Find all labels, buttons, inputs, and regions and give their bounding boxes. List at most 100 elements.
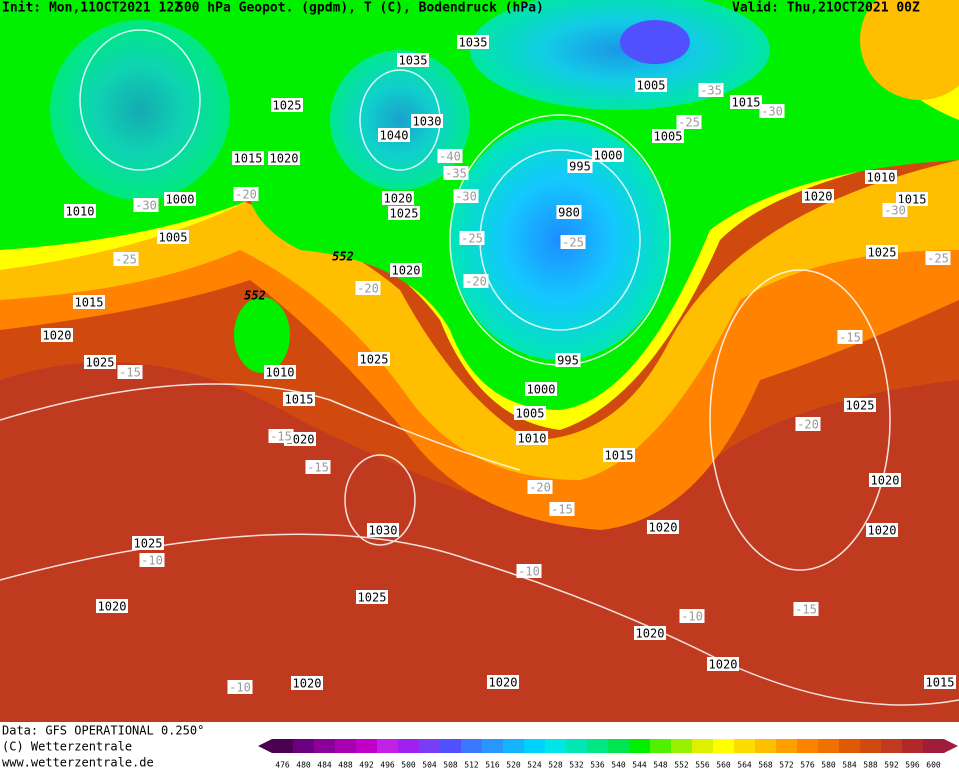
header-product: 500 hPa Geopot. (gpdm), T (C), Bodendruc…: [176, 1, 544, 16]
temperature-label: -20: [357, 282, 379, 296]
colorbar-swatch: [671, 739, 693, 753]
pressure-label-box: [164, 192, 196, 206]
pressure-label-box: [896, 192, 928, 206]
pressure-label: 1020: [871, 474, 900, 488]
pressure-label-box: [132, 536, 164, 550]
colorbar-swatch: [692, 739, 714, 753]
contour-label: 552: [244, 289, 266, 303]
colorbar-label: 516: [485, 761, 500, 770]
temperature-label: -10: [518, 565, 540, 579]
colorbar-swatch: [608, 739, 630, 753]
colorbar-label: 496: [380, 761, 395, 770]
pressure-label-box: [802, 189, 834, 203]
colorbar-swatch: [335, 739, 357, 753]
temperature-label: -30: [761, 105, 783, 119]
footer-copyright: (C) Wetterzentrale: [2, 740, 132, 754]
pressure-label: 1010: [518, 432, 547, 446]
pressure-label: 1020: [270, 152, 299, 166]
pressure-label: 1015: [926, 676, 955, 690]
colorbar-label: 536: [590, 761, 605, 770]
pressure-label-box: [84, 355, 116, 369]
pressure-label: 1020: [636, 627, 665, 641]
pressure-label: 1015: [234, 152, 263, 166]
colorbar-swatch: [545, 739, 567, 753]
temperature-label-box: [437, 149, 463, 163]
colorbar-swatch: [356, 739, 378, 753]
colorbar-label: 564: [737, 761, 752, 770]
pressure-label-box: [514, 406, 546, 420]
pressure-label-box: [382, 191, 414, 205]
colorbar-label: 512: [464, 761, 479, 770]
colorbar-label: 540: [611, 761, 626, 770]
colorbar-swatch: [797, 739, 819, 753]
pressure-label: 1025: [86, 356, 115, 370]
colorbar-label: 492: [359, 761, 374, 770]
colorbar-swatch: [461, 739, 483, 753]
pressure-label-box: [268, 151, 300, 165]
temperature-label-box: [759, 104, 785, 118]
temperature-label-box: [443, 166, 469, 180]
temperature-label: -30: [884, 204, 906, 218]
pressure-label-box: [378, 128, 410, 142]
pressure-label-box: [635, 78, 667, 92]
temperature-label: -20: [797, 418, 819, 432]
colorbar-arrow-left: [258, 739, 272, 753]
colorbar-label: 548: [653, 761, 668, 770]
colorbar-label: 524: [527, 761, 542, 770]
pressure-label-box: [865, 170, 897, 184]
colorbar-swatch: [629, 739, 651, 753]
temperature-label-box: [133, 198, 159, 212]
colorbar-swatch: [734, 739, 756, 753]
colorbar-swatch: [524, 739, 546, 753]
temperature-label: -30: [135, 199, 157, 213]
pressure-label: 1025: [846, 399, 875, 413]
pressure-label: 1010: [867, 171, 896, 185]
pressure-label: 1005: [637, 79, 666, 93]
pressure-label-box: [707, 657, 739, 671]
temperature-label: -15: [119, 366, 141, 380]
pressure-label-box: [556, 205, 582, 219]
colorbar-label: 600: [926, 761, 941, 770]
temperature-label: -35: [445, 167, 467, 181]
pressure-label: 995: [557, 354, 579, 368]
temperature-label: -15: [839, 331, 861, 345]
pressure-label-box: [652, 129, 684, 143]
pressure-label-box: [358, 352, 390, 366]
colorbar-swatch: [503, 739, 525, 753]
pressure-label: 980: [558, 206, 580, 220]
pressure-label-box: [603, 448, 635, 462]
pressure-label: 1030: [413, 115, 442, 129]
temperature-label-box: [233, 187, 259, 201]
pressure-label: 1025: [134, 537, 163, 551]
pressure-label: 1005: [516, 407, 545, 421]
pressure-label-box: [264, 365, 296, 379]
colorbar-label: 532: [569, 761, 584, 770]
pressure-label: 1035: [459, 36, 488, 50]
pressure-label-box: [291, 676, 323, 690]
temperature-label: -20: [529, 481, 551, 495]
temperature-label-box: [560, 235, 586, 249]
temperature-label-box: [882, 203, 908, 217]
temperature-label: -10: [681, 610, 703, 624]
pressure-label-box: [367, 523, 399, 537]
temperature-label: -10: [141, 554, 163, 568]
pressure-label-box: [924, 675, 956, 689]
pressure-label: 1010: [66, 205, 95, 219]
pressure-label-box: [41, 328, 73, 342]
pressure-label: 1005: [654, 130, 683, 144]
temperature-label-box: [459, 231, 485, 245]
colorbar-label: 588: [863, 761, 878, 770]
temperature-label: -25: [562, 236, 584, 250]
colorbar-swatch: [860, 739, 882, 753]
temperature-label-box: [676, 115, 702, 129]
footer-url: www.wetterzentrale.de: [2, 756, 154, 770]
pressure-label: 1015: [285, 393, 314, 407]
colorbar-swatch: [272, 739, 294, 753]
colorbar-label: 480: [296, 761, 311, 770]
colorbar-swatch: [839, 739, 861, 753]
colorbar-swatch: [776, 739, 798, 753]
pressure-label: 1020: [649, 521, 678, 535]
colorbar-swatch: [818, 739, 840, 753]
pressure-label-box: [487, 675, 519, 689]
